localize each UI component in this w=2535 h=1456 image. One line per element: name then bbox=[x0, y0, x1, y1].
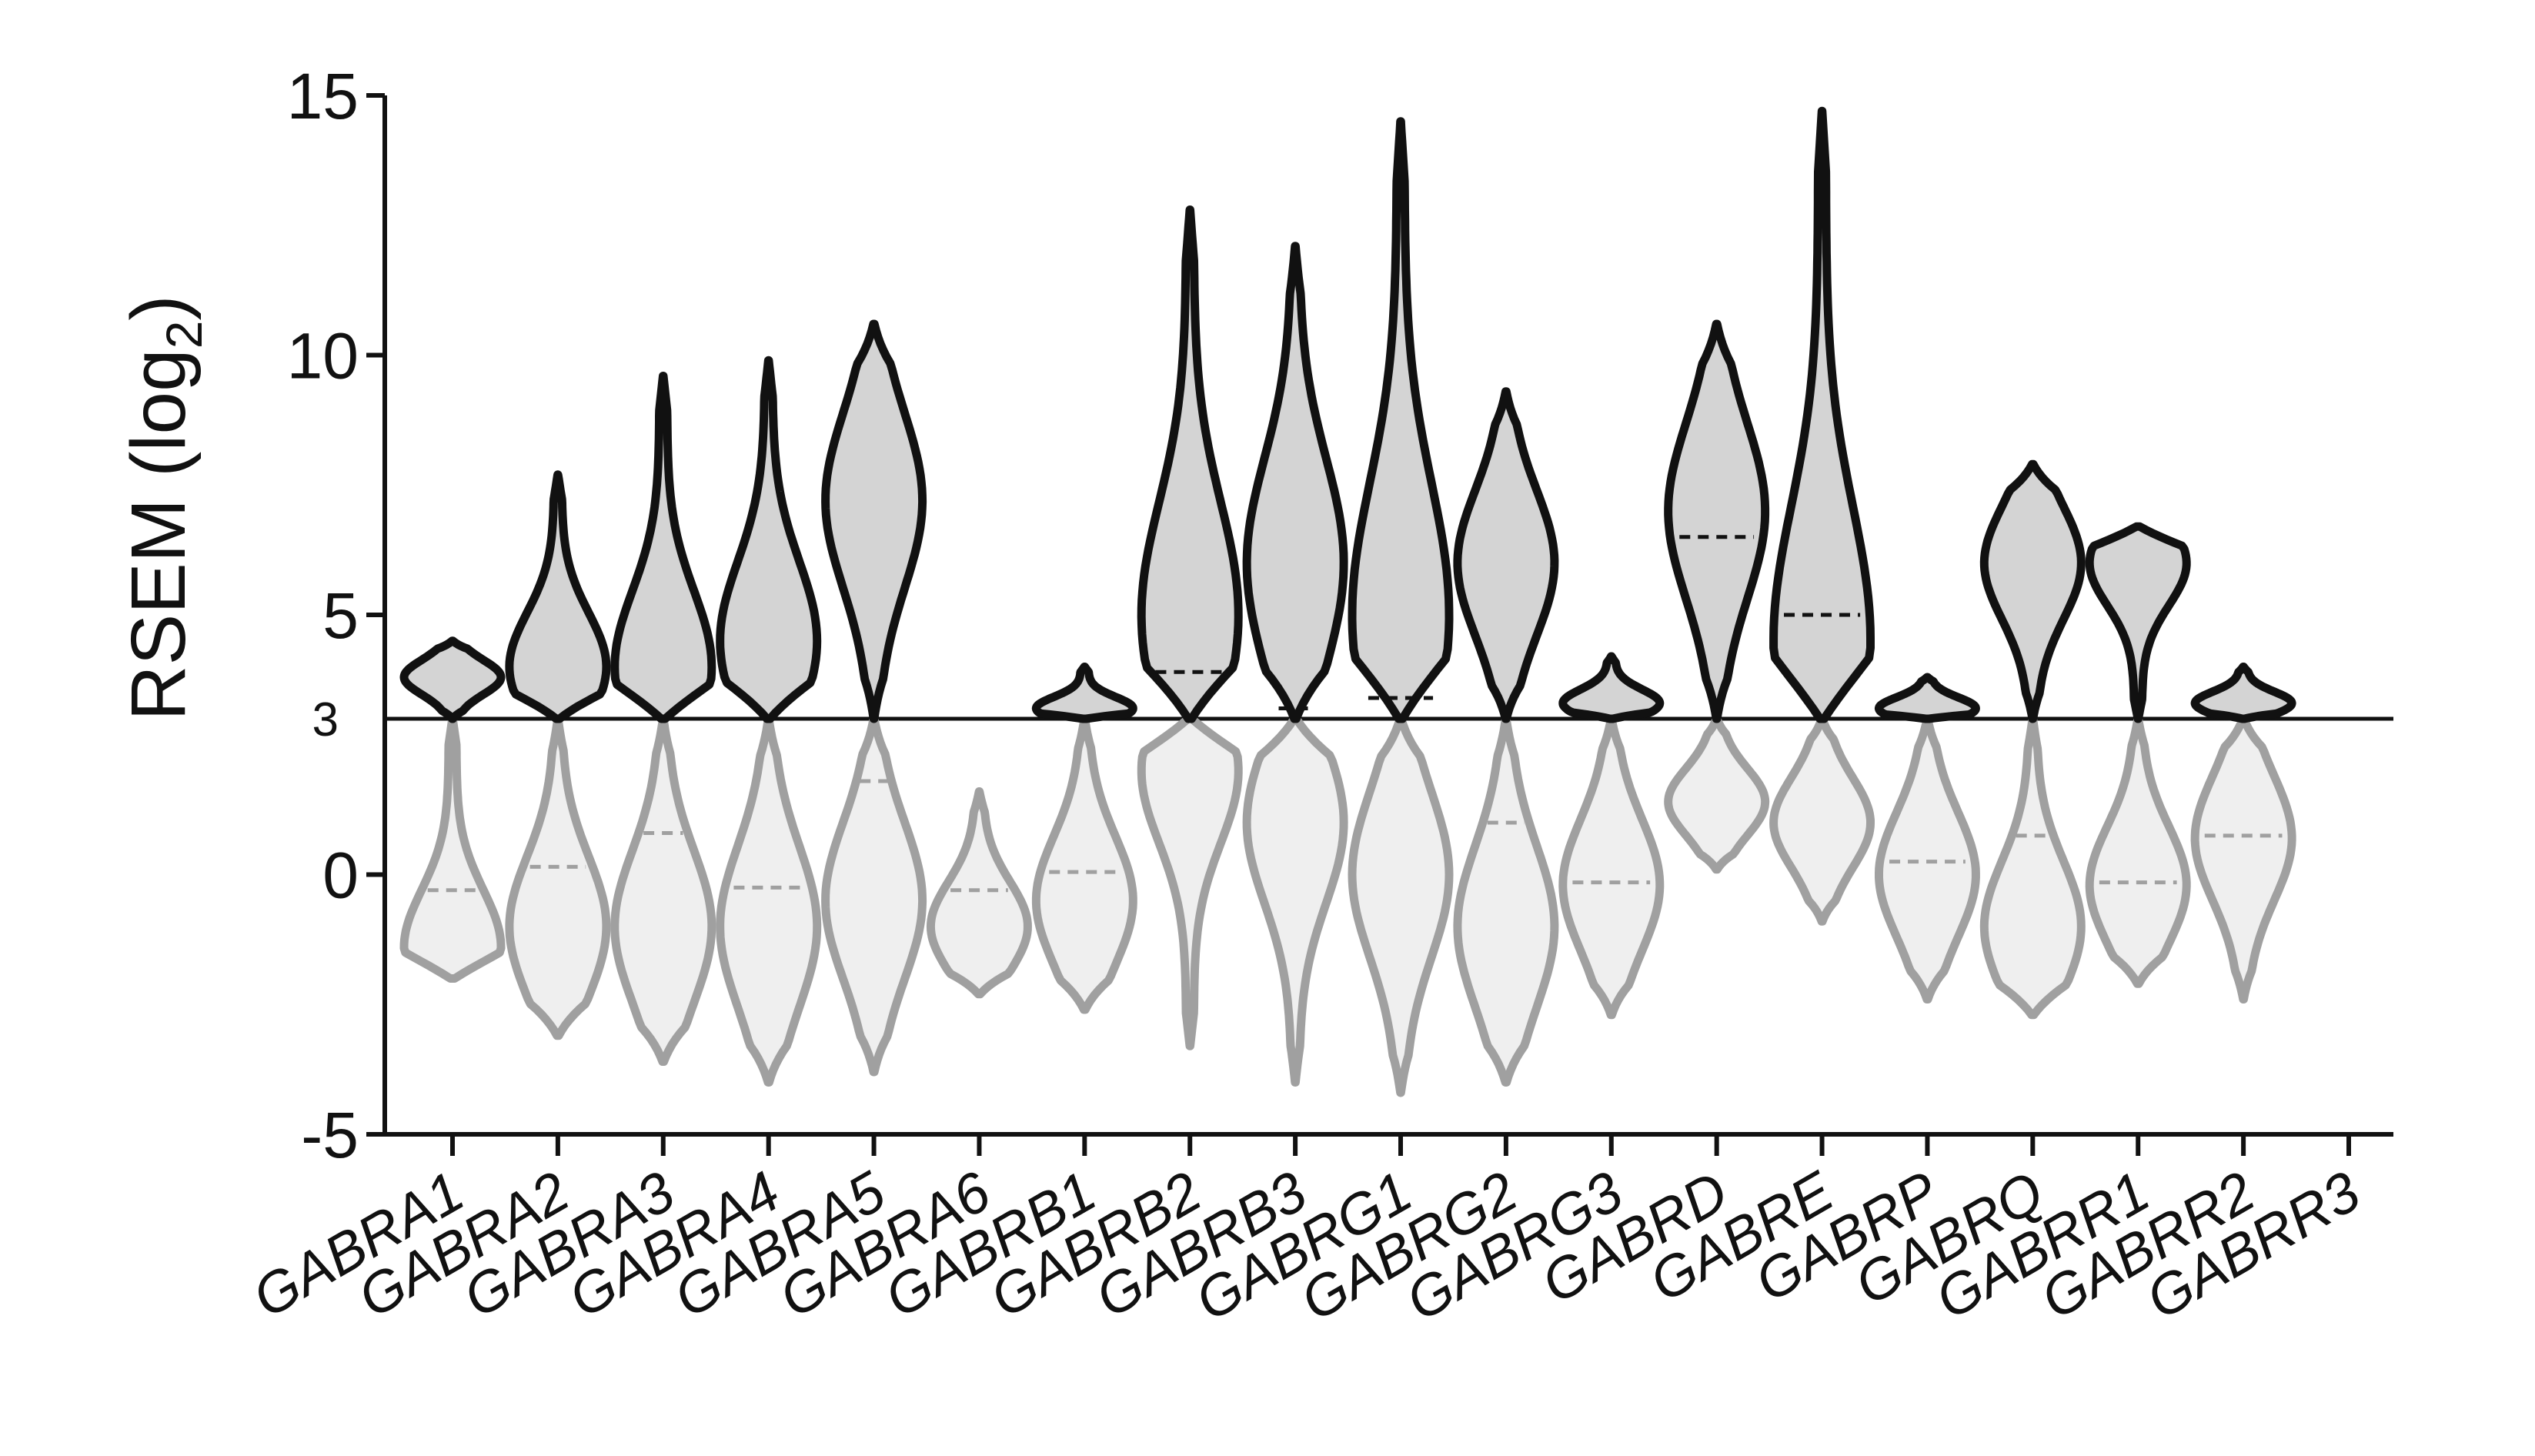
violin bbox=[2085, 522, 2191, 723]
violin bbox=[1664, 714, 1770, 874]
violin bbox=[1242, 714, 1348, 1087]
violin bbox=[1769, 714, 1875, 926]
y-tick-label: 0 bbox=[322, 840, 359, 912]
violin bbox=[1453, 714, 1559, 1087]
violin bbox=[2190, 663, 2296, 723]
violin bbox=[1137, 205, 1243, 723]
violin bbox=[1031, 714, 1137, 1014]
violin bbox=[399, 636, 506, 723]
y-label-end: ) bbox=[115, 295, 202, 320]
violin bbox=[505, 714, 611, 1040]
violin bbox=[926, 787, 1032, 999]
y-tick-label: -5 bbox=[301, 1099, 359, 1171]
violin bbox=[1769, 106, 1875, 723]
y-label-sub: 2 bbox=[155, 321, 212, 349]
violin bbox=[821, 714, 927, 1077]
y-tick-label: 10 bbox=[287, 320, 359, 392]
violin bbox=[1242, 242, 1348, 723]
y-axis-label: RSEM (log2) bbox=[115, 295, 212, 720]
violin bbox=[1137, 714, 1243, 1050]
violin bbox=[1874, 673, 1980, 723]
violin bbox=[716, 714, 822, 1087]
violin bbox=[1348, 714, 1454, 1097]
y-tick-label: 15 bbox=[287, 60, 359, 132]
violin bbox=[1979, 459, 2086, 723]
violin bbox=[2085, 714, 2191, 988]
violin bbox=[821, 319, 927, 723]
violin bbox=[1348, 117, 1454, 723]
violin bbox=[1558, 714, 1665, 1020]
violin bbox=[716, 356, 822, 723]
y-tick-label: 5 bbox=[322, 579, 359, 652]
violin bbox=[1664, 319, 1770, 723]
violin bbox=[1875, 714, 1980, 1004]
violin bbox=[1453, 387, 1559, 723]
violin bbox=[610, 372, 716, 723]
y-label-main: RSEM (log bbox=[115, 349, 202, 720]
violin bbox=[610, 714, 716, 1066]
violin bbox=[399, 714, 506, 983]
violin bbox=[2190, 714, 2296, 1004]
violin bbox=[1031, 663, 1137, 723]
violin bbox=[1558, 652, 1665, 723]
threshold-label: 3 bbox=[312, 693, 339, 746]
violin bbox=[1979, 714, 2086, 1020]
violin bbox=[505, 470, 611, 723]
